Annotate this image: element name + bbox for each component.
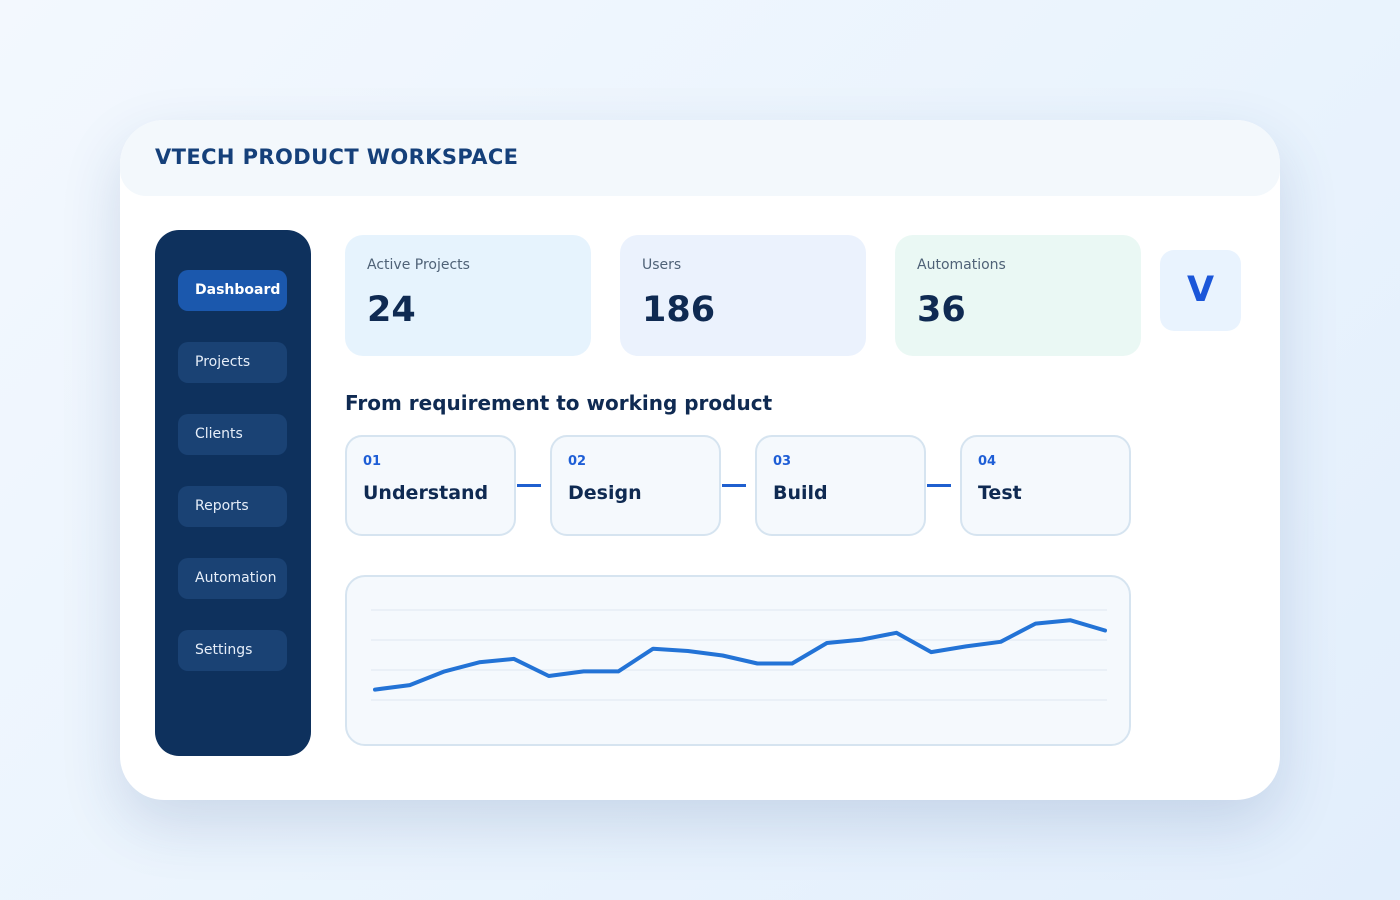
step-name: Understand	[363, 482, 489, 504]
stat-card-active-projects: Active Projects 24	[345, 235, 591, 356]
step-number: 03	[773, 454, 792, 469]
stat-label: Automations	[917, 257, 1006, 273]
stat-label: Users	[642, 257, 682, 273]
workspace-header: VTECH PRODUCT WORKSPACE	[120, 120, 1280, 196]
step-number: 01	[363, 454, 382, 469]
sidebar-item-automation[interactable]: Automation	[178, 558, 287, 599]
workflow-step-test: 04 Test	[960, 435, 1131, 536]
avatar[interactable]: V	[1160, 250, 1241, 331]
workspace-card: VTECH PRODUCT WORKSPACE Dashboard Projec…	[120, 120, 1280, 800]
workflow-step-build: 03 Build	[755, 435, 926, 536]
stat-value: 186	[642, 290, 716, 330]
step-name: Build	[773, 482, 828, 504]
sidebar-item-projects[interactable]: Projects	[178, 342, 287, 383]
step-number: 04	[978, 454, 997, 469]
stat-label: Active Projects	[367, 257, 470, 273]
sidebar-item-dashboard[interactable]: Dashboard	[178, 270, 287, 311]
step-connector	[927, 484, 951, 487]
step-number: 02	[568, 454, 587, 469]
workflow-step-design: 02 Design	[550, 435, 721, 536]
workflow-title: From requirement to working product	[345, 391, 773, 415]
sidebar-item-settings[interactable]: Settings	[178, 630, 287, 671]
sidebar-item-clients[interactable]: Clients	[178, 414, 287, 455]
step-connector	[517, 484, 541, 487]
chart-series-line	[373, 618, 1107, 692]
stat-card-users: Users 186	[620, 235, 866, 356]
trend-chart-svg	[371, 609, 1107, 701]
workflow-step-understand: 01 Understand	[345, 435, 516, 536]
trend-chart	[345, 575, 1131, 746]
step-name: Design	[568, 482, 642, 504]
step-name: Test	[978, 482, 1022, 504]
stat-card-automations: Automations 36	[895, 235, 1141, 356]
step-connector	[722, 484, 746, 487]
sidebar: Dashboard Projects Clients Reports Autom…	[155, 230, 311, 756]
workspace-title: VTECH PRODUCT WORKSPACE	[155, 145, 519, 169]
stat-value: 24	[367, 290, 416, 330]
stat-value: 36	[917, 290, 966, 330]
sidebar-item-reports[interactable]: Reports	[178, 486, 287, 527]
